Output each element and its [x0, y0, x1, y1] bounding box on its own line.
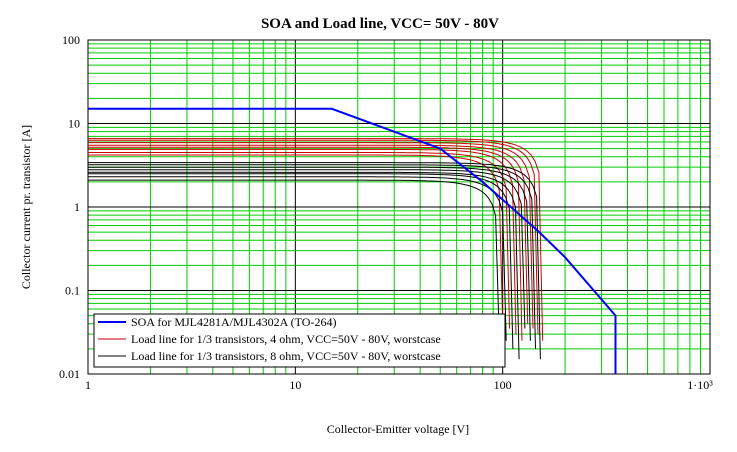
plot-grid: [88, 40, 710, 374]
legend-label-soa: SOA for MJL4281A/MJL4302A (TO-264): [131, 315, 336, 329]
x-axis-label: Collector-Emitter voltage [V]: [327, 422, 469, 436]
load-line-8ohm: [88, 176, 507, 341]
y-axis-label: Collector current pr. transistor [A]: [19, 125, 33, 289]
y-tick-label: 1: [74, 200, 80, 214]
x-tick-label: 1: [85, 378, 91, 392]
plot-frame: [87, 39, 711, 375]
series-lines: [88, 107, 617, 374]
load-line-4ohm: [88, 154, 504, 324]
load-line-4ohm: [88, 142, 534, 329]
tick-labels: 1 10 100 1·10³ 100 10 1 0.1 0.01: [59, 33, 713, 392]
load-line-4ohm: [88, 146, 523, 341]
y-tick-label: 10: [68, 117, 80, 131]
y-tick-label: 100: [62, 33, 80, 47]
load-line-4ohm: [88, 138, 544, 341]
y-tick-label: 0.1: [65, 284, 80, 298]
x-tick-label: 10: [289, 378, 301, 392]
x-tick-label: 1·10³: [687, 378, 713, 392]
chart-title: SOA and Load line, VCC= 50V - 80V: [261, 16, 499, 32]
load-line-4ohm: [88, 152, 511, 329]
load-line-8ohm: [88, 166, 531, 341]
load-line-8ohm: [88, 162, 541, 360]
y-tick-label: 0.01: [59, 367, 80, 381]
load-line-8ohm: [88, 179, 500, 329]
legend-label-8ohm: Load line for 1/3 transistors, 8 ohm, VC…: [131, 349, 441, 363]
load-line-8ohm: [88, 169, 526, 329]
load-line-4ohm: [88, 148, 517, 335]
load-line-8ohm: [88, 171, 520, 360]
soa-line: [88, 107, 617, 374]
load-line-4ohm: [88, 144, 529, 324]
load-line-8ohm: [88, 173, 514, 349]
legend: SOA for MJL4281A/MJL4302A (TO-264) Load …: [93, 313, 506, 368]
x-tick-label: 100: [494, 378, 512, 392]
load-line-4ohm: [88, 139, 539, 335]
legend-label-4ohm: Load line for 1/3 transistors, 4 ohm, VC…: [131, 332, 441, 346]
legend-box: [93, 313, 506, 368]
